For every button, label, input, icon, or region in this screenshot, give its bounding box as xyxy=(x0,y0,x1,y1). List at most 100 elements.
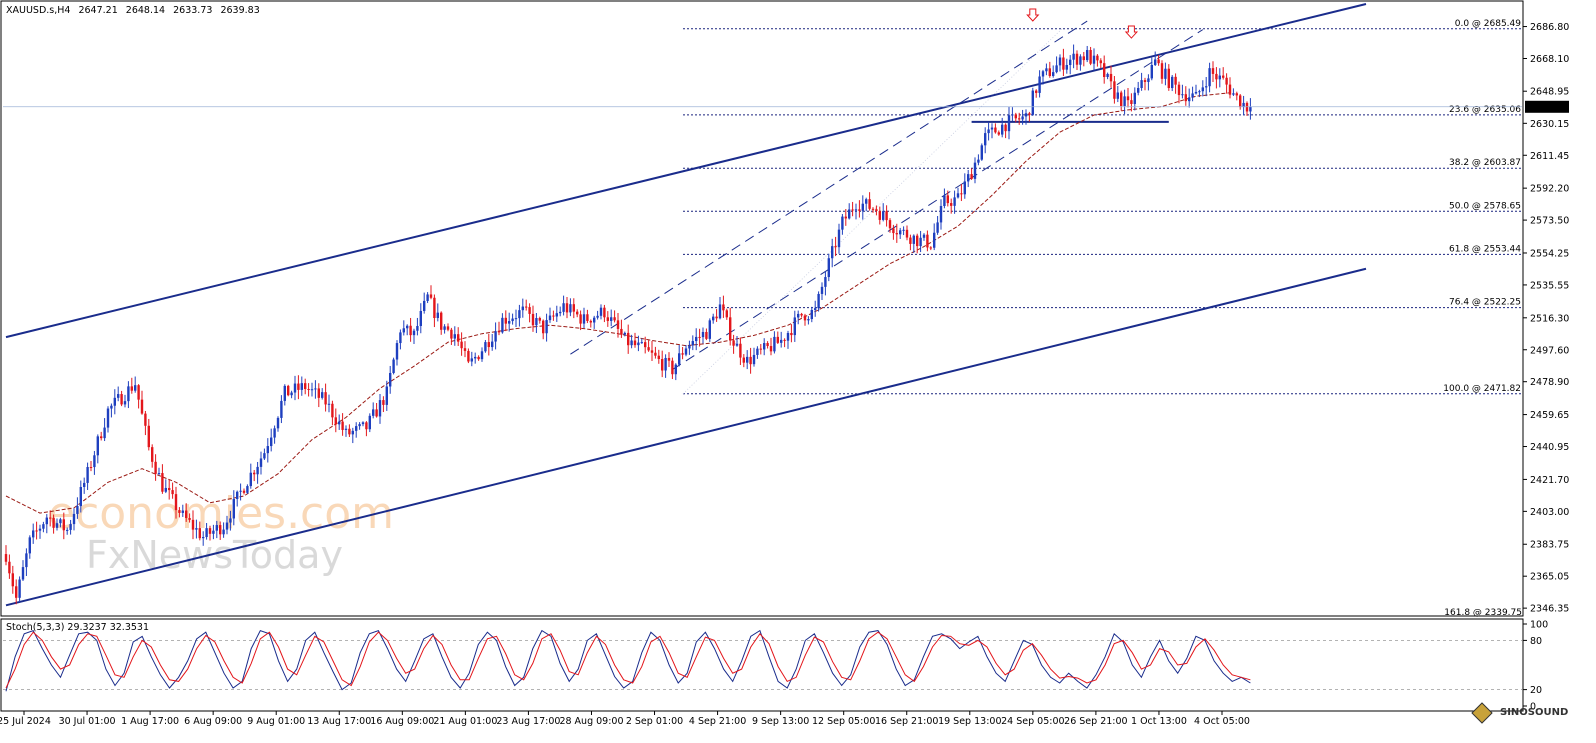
candle-body xyxy=(1154,59,1157,65)
candle-body xyxy=(1018,118,1021,120)
candle-body xyxy=(994,127,997,133)
candle-body xyxy=(127,386,130,402)
candle-body xyxy=(273,428,276,438)
candle-body xyxy=(287,385,290,396)
candle-body xyxy=(297,383,300,390)
x-tick-label: 23 Aug 17:00 xyxy=(496,716,560,727)
candle-body xyxy=(327,403,331,405)
candle-body xyxy=(1235,93,1238,96)
candle-body xyxy=(586,314,589,321)
candle-body xyxy=(1211,68,1215,74)
y-tick-label: 2686.80 xyxy=(1530,22,1569,33)
candle-body xyxy=(161,473,164,492)
candle-body xyxy=(443,326,446,330)
candle-body xyxy=(647,347,650,351)
candle-body xyxy=(769,346,773,352)
candle-body xyxy=(1184,94,1187,102)
candle-body xyxy=(827,258,830,278)
candle-body xyxy=(11,573,14,587)
candle-body xyxy=(89,467,93,469)
candle-body xyxy=(450,329,453,339)
candle-body xyxy=(712,316,715,321)
candle-body xyxy=(773,336,776,352)
candle-body xyxy=(905,229,909,238)
candle-body xyxy=(552,315,555,317)
down-arrow-icon xyxy=(1124,25,1139,39)
candle-body xyxy=(749,356,752,365)
candle-body xyxy=(589,320,592,323)
candle-body xyxy=(372,409,375,416)
candle-body xyxy=(627,332,630,346)
y-tick-label: 2440.95 xyxy=(1530,442,1569,453)
candle-body xyxy=(215,525,218,531)
candle-body xyxy=(1052,72,1055,76)
candle-body xyxy=(76,506,79,514)
candle-body xyxy=(1096,55,1099,61)
x-tick-label: 13 Aug 17:00 xyxy=(307,716,371,727)
candle-body xyxy=(708,320,711,339)
candle-body xyxy=(579,314,582,324)
candle-body xyxy=(205,528,208,538)
x-tick-label: 4 Sep 21:00 xyxy=(689,716,746,727)
candle-body xyxy=(984,133,987,146)
candle-body xyxy=(1218,75,1221,80)
x-tick-label: 26 Sep 21:00 xyxy=(1064,716,1127,727)
candle-body xyxy=(198,528,201,539)
candle-body xyxy=(358,424,361,427)
stoch-y-tick-label: 20 xyxy=(1530,685,1542,696)
candle-body xyxy=(678,353,681,365)
candle-body xyxy=(705,331,708,339)
candle-body xyxy=(484,342,487,352)
candle-body xyxy=(1177,84,1181,96)
candle-body xyxy=(395,343,399,360)
candle-body xyxy=(528,307,531,314)
candle-body xyxy=(117,394,120,398)
candle-body xyxy=(341,421,344,430)
candle-body xyxy=(722,304,725,311)
candle-body xyxy=(191,519,195,530)
fib-label: 61.8 @ 2553.44 xyxy=(1449,244,1521,254)
candle-body xyxy=(518,310,521,319)
stoch-y-tick-label: 100 xyxy=(1530,620,1548,631)
candle-body xyxy=(943,195,946,206)
candle-body xyxy=(368,415,371,430)
candle-body xyxy=(453,334,456,339)
x-tick-label: 9 Aug 01:00 xyxy=(247,716,305,727)
candle-body xyxy=(661,359,664,371)
candle-body xyxy=(28,537,31,554)
candle-body xyxy=(681,353,684,355)
candle-body xyxy=(1133,92,1136,104)
symbol-label: XAUUSD.s,H4 xyxy=(6,5,70,16)
candle-body xyxy=(334,417,337,425)
candle-body xyxy=(219,525,222,535)
candle-body xyxy=(514,318,518,320)
stoch-y-tick-label: 80 xyxy=(1530,636,1542,647)
candle-body xyxy=(759,348,762,350)
candle-body xyxy=(157,473,161,475)
candle-body xyxy=(814,308,817,310)
candle-body xyxy=(1001,124,1004,135)
fib-label: 76.4 @ 2522.25 xyxy=(1449,298,1521,308)
candle-body xyxy=(300,383,303,390)
candle-body xyxy=(256,466,259,475)
candle-body xyxy=(1198,91,1201,93)
candle-body xyxy=(178,510,181,513)
candle-body xyxy=(433,297,436,318)
candlesticks xyxy=(4,44,1252,605)
candle-body xyxy=(1194,91,1198,94)
candle-body xyxy=(633,340,637,346)
main-channel-lower-line xyxy=(5,267,1367,607)
x-tick-label: 6 Aug 09:00 xyxy=(184,716,242,727)
candle-body xyxy=(1150,64,1153,79)
logo-diamond-icon xyxy=(1471,702,1493,724)
candle-body xyxy=(385,386,388,405)
high-value: 2648.14 xyxy=(126,5,165,16)
candle-body xyxy=(338,421,341,425)
candle-body xyxy=(253,472,256,475)
candle-body xyxy=(637,342,640,346)
inner-channel-lower-line xyxy=(672,29,1204,370)
candle-body xyxy=(820,286,824,294)
x-tick-label: 1 Oct 13:00 xyxy=(1131,716,1187,727)
candle-body xyxy=(899,230,902,235)
